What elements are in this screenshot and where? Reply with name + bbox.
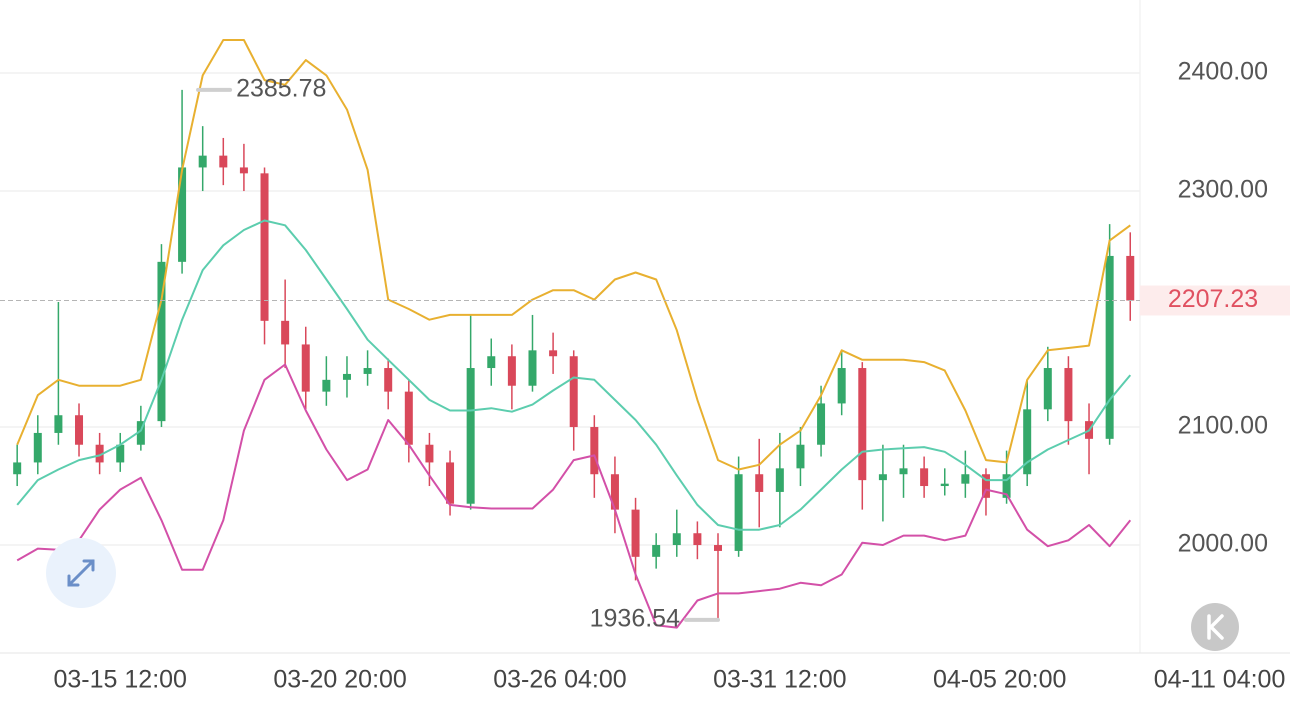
candle-body bbox=[219, 155, 228, 168]
y-tick-label: 2100.00 bbox=[1178, 412, 1268, 440]
candle-body bbox=[1126, 255, 1135, 301]
candle-body bbox=[1023, 409, 1032, 475]
candle-body bbox=[157, 261, 166, 422]
candle-body bbox=[775, 468, 784, 492]
candle-body bbox=[940, 483, 949, 487]
last-price-box bbox=[1140, 285, 1290, 316]
candle-body bbox=[1043, 368, 1052, 410]
x-tick-label: 03-15 12:00 bbox=[54, 666, 187, 694]
candle-body bbox=[281, 320, 290, 345]
candle-body bbox=[13, 462, 22, 475]
candle-body bbox=[446, 462, 455, 504]
last-price-label: 2207.23 bbox=[1168, 285, 1258, 313]
candle-body bbox=[878, 474, 887, 481]
x-tick-label: 04-11 04:00 bbox=[1154, 666, 1286, 694]
candle-body bbox=[136, 421, 145, 445]
extreme-label: 1936.54 bbox=[590, 605, 680, 633]
x-tick-label: 03-31 12:00 bbox=[713, 666, 846, 694]
candle-body bbox=[981, 474, 990, 498]
candle-body bbox=[549, 350, 558, 357]
expand-button[interactable] bbox=[46, 538, 116, 608]
candle-body bbox=[837, 368, 846, 404]
candle-body bbox=[54, 415, 63, 433]
band-line bbox=[16, 219, 1132, 531]
candle-body bbox=[610, 474, 619, 510]
candle-body bbox=[652, 545, 661, 557]
candle-body bbox=[95, 444, 104, 463]
candle-body bbox=[363, 368, 372, 374]
candle-body bbox=[714, 545, 723, 551]
candle-body bbox=[858, 368, 867, 481]
candle-body bbox=[178, 167, 187, 262]
candle-body bbox=[1002, 474, 1011, 498]
candle-body bbox=[33, 432, 42, 463]
band-line bbox=[16, 363, 1132, 629]
candle-body bbox=[961, 474, 970, 484]
candle-body bbox=[817, 403, 826, 445]
y-tick-label: 2300.00 bbox=[1178, 176, 1268, 204]
candle-body bbox=[466, 368, 475, 504]
candle-body bbox=[404, 391, 413, 445]
candle-body bbox=[322, 379, 331, 392]
candle-body bbox=[301, 344, 310, 392]
candle-body bbox=[487, 356, 496, 369]
candle-body bbox=[920, 468, 929, 487]
extreme-label: 2385.78 bbox=[236, 74, 326, 102]
candle-body bbox=[734, 474, 743, 551]
y-tick-label: 2400.00 bbox=[1178, 58, 1268, 86]
candle-body bbox=[672, 533, 681, 546]
x-tick-label: 03-20 20:00 bbox=[273, 666, 406, 694]
band-line bbox=[16, 39, 1131, 471]
candle-body bbox=[590, 427, 599, 475]
candle-body bbox=[198, 155, 207, 168]
plot-area bbox=[0, 39, 1140, 629]
candle-body bbox=[260, 173, 269, 321]
candle-body bbox=[693, 533, 702, 546]
candle-body bbox=[342, 373, 351, 380]
candle-body bbox=[569, 356, 578, 428]
candle-body bbox=[528, 350, 537, 386]
candle-body bbox=[796, 444, 805, 469]
candle-body bbox=[507, 356, 516, 386]
candle-body bbox=[239, 167, 248, 174]
candle-body bbox=[75, 415, 84, 445]
x-tick-label: 04-05 20:00 bbox=[933, 666, 1066, 694]
y-tick-label: 2000.00 bbox=[1178, 530, 1268, 558]
candle-body bbox=[899, 468, 908, 475]
candle-body bbox=[1105, 255, 1114, 439]
candle-body bbox=[755, 474, 764, 492]
candle-body bbox=[425, 444, 434, 463]
candle-body bbox=[1064, 368, 1073, 422]
candle-body bbox=[116, 444, 125, 463]
kline-button[interactable] bbox=[1191, 603, 1239, 651]
x-tick-label: 03-26 04:00 bbox=[493, 666, 626, 694]
candle-body bbox=[384, 368, 393, 392]
candle-body bbox=[631, 509, 640, 557]
